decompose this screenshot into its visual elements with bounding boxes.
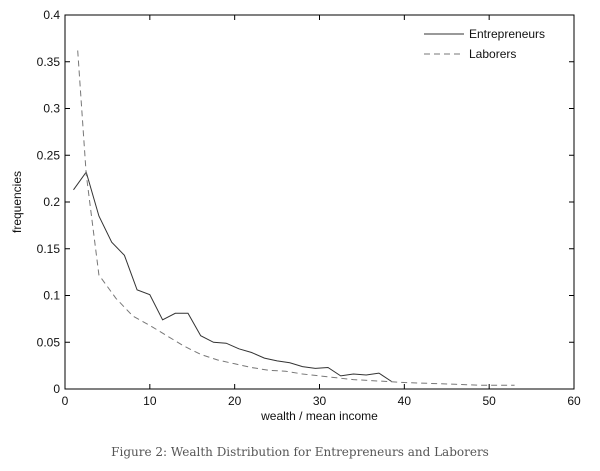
series-line-entrepreneurs bbox=[73, 170, 392, 382]
legend-label-entrepreneurs: Entrepreneurs bbox=[469, 27, 545, 41]
x-tick-label: 60 bbox=[567, 394, 581, 408]
y-tick-label: 0.1 bbox=[43, 289, 60, 303]
y-tick-label: 0.05 bbox=[37, 335, 61, 349]
y-tick-label: 0.4 bbox=[43, 8, 60, 22]
x-tick-label: 50 bbox=[482, 394, 496, 408]
x-axis-label: wealth / mean income bbox=[260, 409, 378, 423]
y-tick-label: 0 bbox=[53, 382, 60, 396]
series-line-laborers bbox=[77, 50, 515, 386]
legend-label-laborers: Laborers bbox=[469, 47, 516, 61]
legend: Entrepreneurs Laborers bbox=[424, 27, 545, 61]
x-tick-label: 10 bbox=[143, 394, 157, 408]
y-tick-label: 0.35 bbox=[37, 55, 61, 69]
x-tick-label: 40 bbox=[398, 394, 412, 408]
y-axis-label: frequencies bbox=[10, 171, 24, 233]
x-tick-label: 20 bbox=[228, 394, 242, 408]
y-tick-label: 0.15 bbox=[37, 242, 61, 256]
x-tick-label: 30 bbox=[313, 394, 327, 408]
x-tick-label: 0 bbox=[62, 394, 69, 408]
y-tick-label: 0.25 bbox=[37, 148, 61, 162]
plot-frame bbox=[64, 14, 575, 390]
figure-caption: Figure 2: Wealth Distribution for Entrep… bbox=[111, 445, 489, 459]
x-axis-ticks: 0 10 20 30 40 50 60 bbox=[62, 15, 581, 408]
series-layer bbox=[73, 50, 515, 386]
y-axis-ticks: 0 0.05 0.1 0.15 0.2 0.25 0.3 0.35 0.4 bbox=[37, 8, 574, 396]
y-tick-label: 0.2 bbox=[43, 195, 60, 209]
y-tick-label: 0.3 bbox=[43, 102, 60, 116]
